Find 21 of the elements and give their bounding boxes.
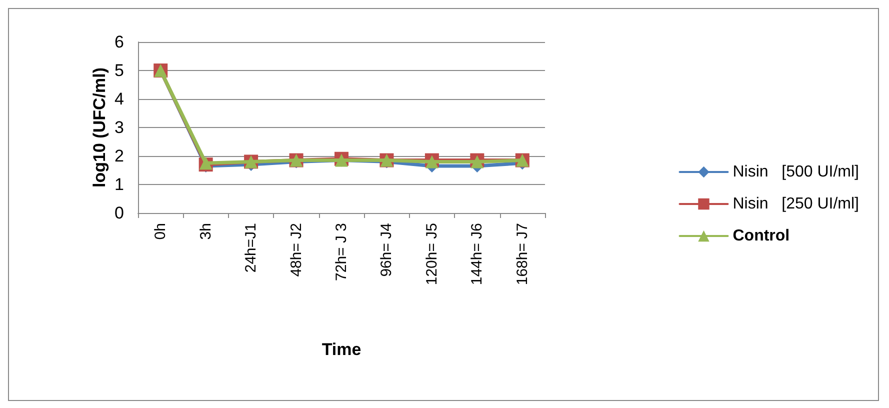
x-tick-label: 48h= J2 <box>288 223 305 277</box>
y-tick-label: 4 <box>114 90 124 108</box>
x-tick-label: 72h= J 3 <box>333 223 350 281</box>
x-tick-label: 120h= J5 <box>423 223 440 286</box>
x-tick-label: 96h= J4 <box>378 223 396 277</box>
legend-label: Control <box>732 228 790 244</box>
y-tick-label: 1 <box>114 175 124 194</box>
y-tick-label: 5 <box>114 61 124 80</box>
x-tick-label: 24h=J1 <box>242 223 260 273</box>
y-tick-label: 3 <box>114 118 124 137</box>
y-tick-label: 0 <box>114 204 124 222</box>
x-tick-label: 3h <box>197 223 214 240</box>
legend-label: Nisin [500 UI/ml] <box>732 164 860 180</box>
x-tick-label: 168h= J7 <box>514 223 531 286</box>
x-axis-title: Time <box>322 340 362 359</box>
y-tick-label: 6 <box>114 32 124 52</box>
y-axis-title: log10 (UFC/ml) <box>90 68 109 188</box>
x-tick-label: 144h= J6 <box>468 223 486 286</box>
y-tick-label: 2 <box>114 146 124 166</box>
legend-label: Nisin [250 UI/ml] <box>732 196 860 212</box>
x-tick-label: 0h <box>152 223 170 240</box>
